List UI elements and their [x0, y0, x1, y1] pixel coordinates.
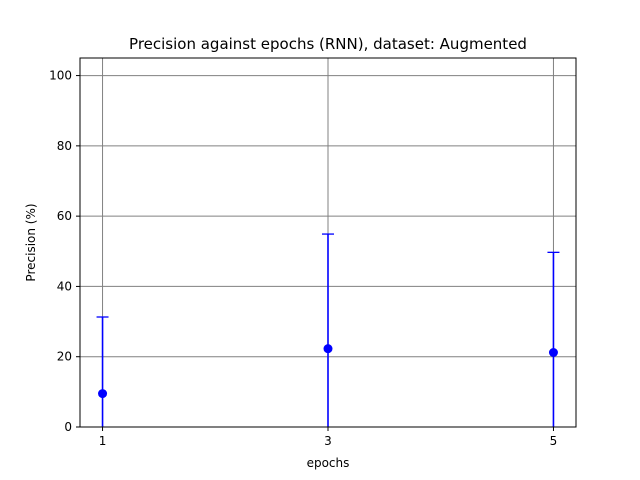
x-tick-label: 3	[324, 434, 332, 448]
x-axis-label: epochs	[307, 456, 350, 470]
x-tick-label: 5	[550, 434, 558, 448]
y-tick-label: 100	[49, 69, 72, 83]
data-point	[548, 347, 558, 357]
y-tick-label: 40	[57, 279, 72, 293]
y-tick-label: 0	[64, 420, 72, 434]
x-tick-label: 1	[99, 434, 107, 448]
y-tick-label: 60	[57, 209, 72, 223]
y-axis-label: Precision (%)	[24, 203, 38, 281]
data-marks	[96, 233, 560, 427]
x-axis: 1 3 5	[99, 427, 558, 448]
data-point	[98, 389, 108, 399]
y-axis: 0 20 40 60 80 100	[49, 69, 80, 434]
y-tick-label: 20	[57, 350, 72, 364]
data-point	[323, 344, 333, 354]
chart-title: Precision against epochs (RNN), dataset:…	[129, 35, 527, 53]
y-tick-label: 80	[57, 139, 72, 153]
